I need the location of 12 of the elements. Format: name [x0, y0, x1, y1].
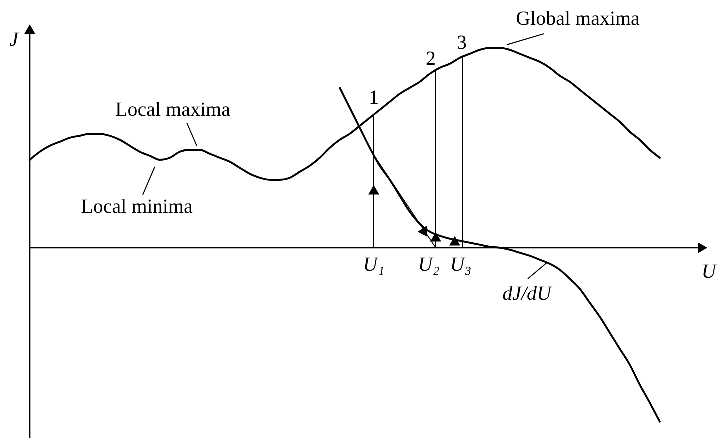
annotation: U₂ — [418, 254, 440, 276]
annotation: 2 — [426, 48, 436, 70]
x-axis-title: U — [702, 261, 718, 283]
annotation: Local maxima — [116, 99, 231, 121]
annotation: U₁ — [363, 254, 385, 276]
annotation: 1 — [369, 87, 379, 109]
text: Global maxima — [516, 8, 640, 30]
annotation: 3 — [457, 32, 467, 54]
legend-label: dJ/dU — [502, 283, 553, 305]
y-axis-title: J — [10, 29, 20, 51]
annotation: Local minima — [81, 196, 193, 218]
annotation: U₃ — [450, 254, 472, 276]
